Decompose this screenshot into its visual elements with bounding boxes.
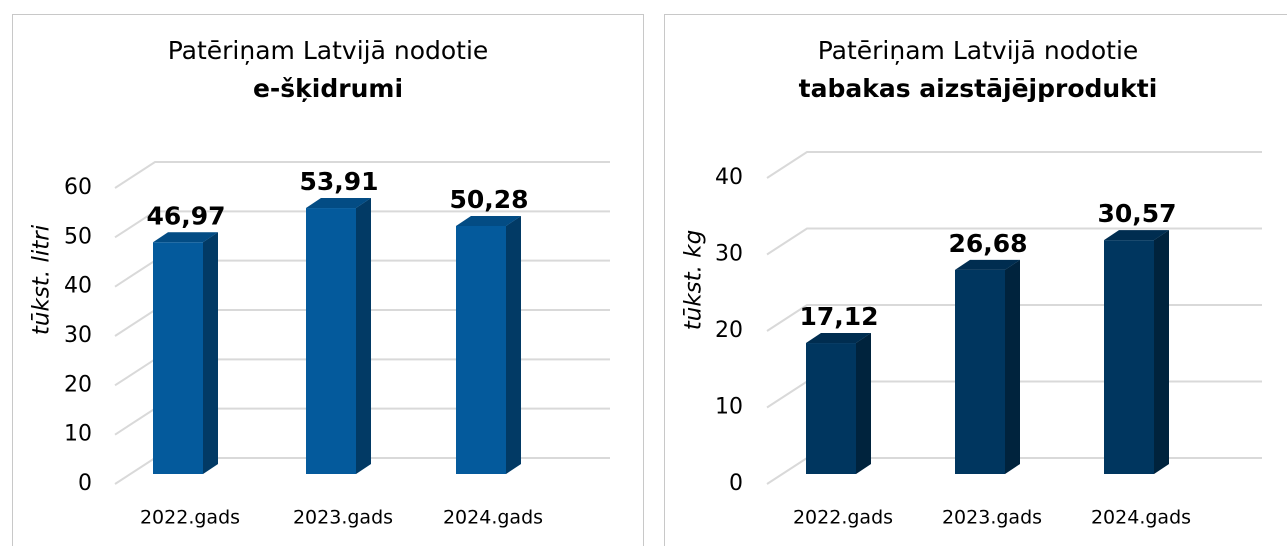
grid-line (114, 161, 610, 189)
panel (664, 14, 1287, 546)
grid-line (766, 227, 1262, 256)
grid-line (114, 210, 610, 239)
bar-side (356, 198, 371, 474)
bar-top (456, 215, 521, 226)
y-tick-label: 50 (64, 224, 92, 249)
bar-top-shade (153, 232, 218, 243)
y-tick-label: 10 (715, 395, 743, 420)
bar-side (1005, 259, 1020, 474)
bar (1104, 240, 1154, 474)
bar-top (306, 198, 371, 209)
bar-side-shade (203, 232, 218, 474)
value-label: 50,28 (449, 185, 528, 214)
y-tick-label: 0 (78, 471, 92, 496)
bar-side-shade (506, 215, 521, 474)
bar-top (1104, 230, 1169, 241)
bar-top (806, 333, 871, 344)
grid-line (766, 151, 1262, 179)
bar-top (153, 232, 218, 243)
panel (12, 14, 644, 546)
y-tick-label: 30 (64, 323, 92, 348)
y-tick-label: 20 (64, 372, 92, 397)
value-label: 46,97 (146, 201, 225, 230)
y-axis-label: tūkst. litri (29, 224, 55, 335)
bar (806, 343, 856, 474)
bar-side (1154, 230, 1169, 474)
chart-subtitle: e-šķidrumi (253, 74, 403, 103)
bar-side-shade (1154, 230, 1169, 474)
bar-top-shade (806, 333, 871, 344)
chart-title: Patēriņam Latvijā nodotie (818, 36, 1139, 65)
bar (153, 242, 203, 474)
bar-top-shade (1104, 230, 1169, 241)
bar-side (506, 215, 521, 474)
value-label: 26,68 (948, 229, 1027, 258)
y-tick-label: 10 (64, 422, 92, 447)
y-axis-label: tūkst. kg (681, 230, 707, 330)
bar-side-shade (856, 333, 871, 474)
bar (456, 225, 506, 474)
y-tick-label: 0 (729, 471, 743, 496)
bar (955, 269, 1005, 474)
y-tick-label: 40 (64, 274, 92, 299)
x-tick-label: 2023.gads (293, 507, 393, 529)
value-label: 17,12 (799, 302, 878, 331)
y-tick-label: 30 (715, 242, 743, 267)
x-tick-label: 2024.gads (1091, 507, 1191, 529)
chart-title: Patēriņam Latvijā nodotie (168, 36, 489, 65)
x-tick-label: 2022.gads (793, 507, 893, 529)
bar-side (856, 333, 871, 474)
y-tick-label: 20 (715, 318, 743, 343)
chart-subtitle: tabakas aizstājējprodukti (799, 74, 1158, 103)
bar-side (203, 232, 218, 474)
bar-top-shade (306, 198, 371, 209)
y-tick-label: 60 (64, 175, 92, 200)
y-tick-label: 40 (715, 165, 743, 190)
x-tick-label: 2024.gads (443, 507, 543, 529)
value-label: 30,57 (1097, 199, 1176, 228)
bar (306, 208, 356, 474)
bar-top-shade (955, 259, 1020, 270)
bar-top (955, 259, 1020, 270)
x-tick-label: 2023.gads (942, 507, 1042, 529)
bar-top-shade (456, 215, 521, 226)
bar-side-shade (356, 198, 371, 474)
x-tick-label: 2022.gads (140, 507, 240, 529)
value-label: 53,91 (299, 167, 378, 196)
bar-side-shade (1005, 259, 1020, 474)
